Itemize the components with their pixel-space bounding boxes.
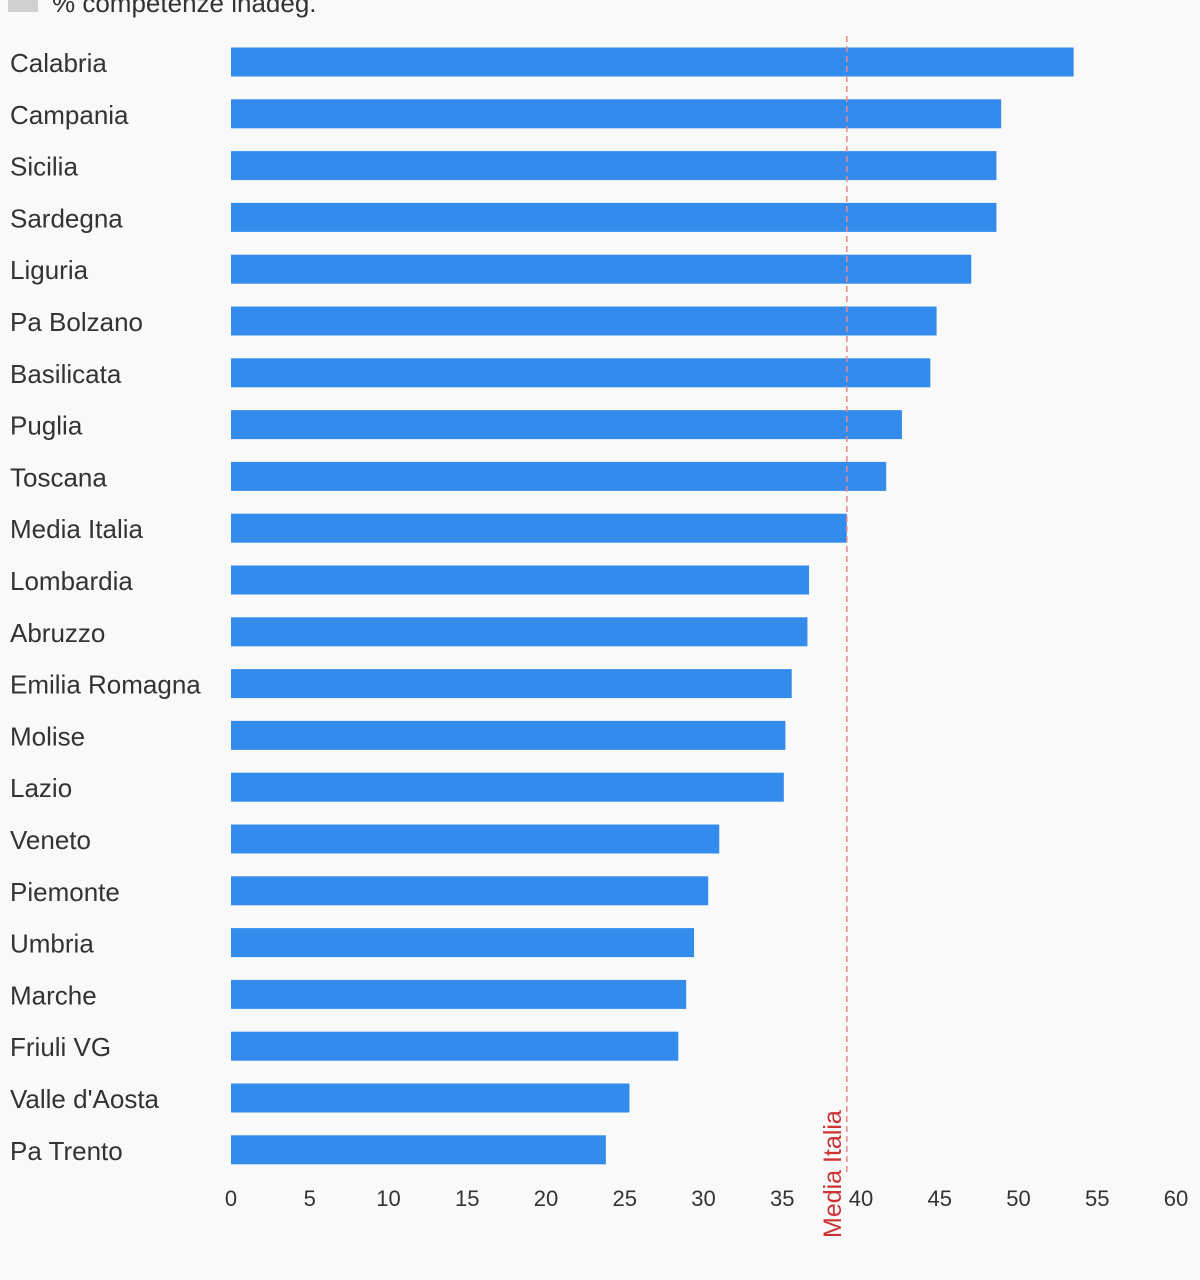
- x-tick-label: 20: [534, 1186, 558, 1211]
- bar: [231, 47, 1074, 77]
- category-label: Sicilia: [10, 152, 78, 182]
- category-label: Molise: [10, 721, 85, 751]
- category-labels-layer: Calabria Campania Sicilia Sardegna Liguria Pa…: [10, 48, 201, 1166]
- category-label: Friuli VG: [10, 1032, 111, 1062]
- legend-swatch: [8, 0, 38, 12]
- bar: [231, 876, 709, 906]
- x-tick-label: 45: [928, 1186, 952, 1211]
- bar: [231, 617, 808, 647]
- x-axis-ticks-layer: 0 5 10 15 20 25 30 35 40 45 50 55 60: [225, 1186, 1188, 1211]
- category-label: Campania: [10, 100, 129, 130]
- x-tick-label: 25: [613, 1186, 637, 1211]
- bar: [231, 461, 887, 491]
- category-label: Puglia: [10, 411, 83, 441]
- bar: [231, 565, 810, 595]
- category-label: Umbria: [10, 929, 94, 959]
- x-tick-label: 0: [225, 1186, 237, 1211]
- bar: [231, 202, 997, 232]
- bar: [231, 1031, 679, 1061]
- bar: [231, 151, 997, 181]
- x-tick-label: 50: [1006, 1186, 1030, 1211]
- category-label: Toscana: [10, 462, 107, 492]
- category-label: Veneto: [10, 825, 91, 855]
- bar: [231, 410, 902, 440]
- legend-label: % competenze inadeg.: [52, 0, 317, 18]
- bar: [231, 928, 695, 958]
- bar: [231, 254, 972, 284]
- x-tick-label: 30: [691, 1186, 715, 1211]
- category-label: Piemonte: [10, 877, 120, 907]
- category-label: Media Italia: [10, 514, 143, 544]
- category-label: Liguria: [10, 255, 89, 285]
- bar: [231, 979, 687, 1009]
- category-label: Emilia Romagna: [10, 670, 201, 700]
- bar: [231, 1083, 630, 1113]
- bar: [231, 720, 786, 750]
- bar: [231, 772, 784, 802]
- reference-line-label: Media Italia: [819, 1110, 847, 1238]
- category-label: Basilicata: [10, 359, 122, 389]
- category-label: Lombardia: [10, 566, 133, 596]
- x-tick-label: 60: [1164, 1186, 1188, 1211]
- category-label: Sardegna: [10, 203, 123, 233]
- category-label: Pa Bolzano: [10, 307, 143, 337]
- x-tick-label: 15: [455, 1186, 479, 1211]
- category-label: Calabria: [10, 48, 107, 78]
- bar: [231, 513, 847, 543]
- category-label: Marche: [10, 980, 97, 1010]
- bar: [231, 669, 792, 699]
- bar: [231, 1135, 606, 1165]
- reference-line-layer: Media Italia: [819, 36, 848, 1238]
- bar: [231, 824, 720, 854]
- category-label: Abruzzo: [10, 618, 105, 648]
- category-label: Valle d'Aosta: [10, 1084, 160, 1114]
- x-tick-label: 10: [376, 1186, 400, 1211]
- bar: [231, 306, 937, 336]
- x-tick-label: 55: [1085, 1186, 1109, 1211]
- bars-layer: [231, 47, 1074, 1165]
- bar: [231, 99, 1002, 129]
- category-label: Pa Trento: [10, 1136, 123, 1166]
- x-tick-label: 35: [770, 1186, 794, 1211]
- chart-legend: % competenze inadeg.: [8, 0, 317, 18]
- x-tick-label: 40: [849, 1186, 873, 1211]
- x-tick-label: 5: [304, 1186, 316, 1211]
- bar: [231, 358, 931, 388]
- category-label: Lazio: [10, 773, 72, 803]
